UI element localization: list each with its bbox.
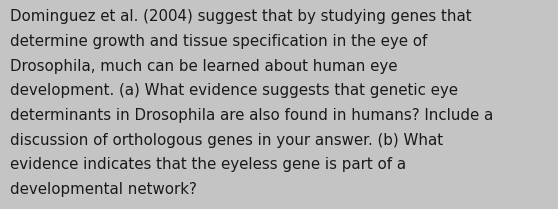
Text: determinants in Drosophila are also found in humans? Include a: determinants in Drosophila are also foun… xyxy=(10,108,493,123)
Text: Drosophila, much can be learned about human eye: Drosophila, much can be learned about hu… xyxy=(10,59,397,74)
Text: discussion of orthologous genes in your answer. (b) What: discussion of orthologous genes in your … xyxy=(10,133,443,148)
Text: developmental network?: developmental network? xyxy=(10,182,197,197)
Text: Dominguez et al. (2004) suggest that by studying genes that: Dominguez et al. (2004) suggest that by … xyxy=(10,9,472,24)
Text: evidence indicates that the eyeless gene is part of a: evidence indicates that the eyeless gene… xyxy=(10,157,406,172)
Text: determine growth and tissue specification in the eye of: determine growth and tissue specificatio… xyxy=(10,34,427,49)
Text: development. (a) What evidence suggests that genetic eye: development. (a) What evidence suggests … xyxy=(10,83,458,98)
